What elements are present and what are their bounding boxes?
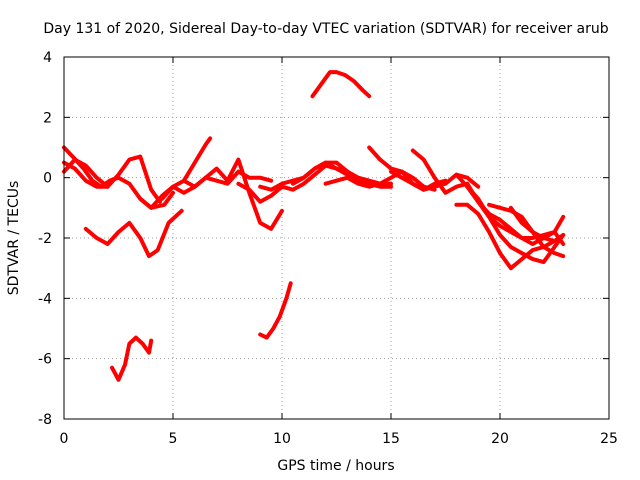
x-tick-label: 25 — [600, 431, 618, 447]
series-line-s16 — [389, 169, 481, 192]
series-line-s3 — [62, 157, 110, 189]
series-line-s13 — [310, 70, 372, 99]
y-tick-label: -8 — [38, 412, 52, 428]
y-axis-label: SDTVAR / TECUs — [6, 181, 22, 296]
grid-lines — [64, 57, 609, 419]
series-line-s6 — [138, 136, 213, 210]
series-line-s15 — [367, 145, 437, 192]
series-line-s4 — [83, 208, 184, 259]
x-tick-label: 0 — [60, 431, 69, 447]
chart-title: Day 131 of 2020, Sidereal Day-to-day VTE… — [43, 21, 608, 37]
x-tick-label: 10 — [273, 431, 291, 447]
series-line-s22 — [508, 205, 566, 243]
x-axis-label: GPS time / hours — [277, 458, 394, 474]
y-tick-label: -2 — [38, 231, 52, 247]
series-group — [62, 70, 566, 382]
x-tick-label: 5 — [169, 431, 178, 447]
series-line-s20 — [465, 184, 566, 265]
y-tick-label: 2 — [43, 110, 52, 126]
series-line-s21 — [487, 202, 566, 259]
series-line-s19 — [454, 202, 557, 271]
y-tick-label: -6 — [38, 352, 52, 368]
series-line-s12 — [258, 281, 293, 340]
x-tick-label: 15 — [382, 431, 400, 447]
y-tick-label: -4 — [38, 291, 52, 307]
series-line-s7 — [160, 157, 284, 231]
x-tick-label: 20 — [491, 431, 509, 447]
y-tick-label: 0 — [43, 171, 52, 187]
axis-ticks: 0 5 10 15 20 25 -8 -6 -4 -2 0 2 4 — [38, 50, 618, 447]
y-tick-label: 4 — [43, 50, 52, 66]
series-line-s5 — [110, 335, 154, 382]
series-line-s8 — [181, 169, 274, 189]
